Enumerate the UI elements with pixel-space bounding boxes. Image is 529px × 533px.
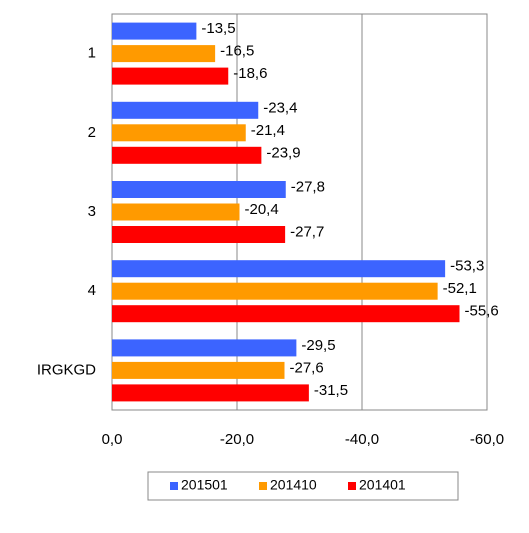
legend-label: 201501: [181, 477, 228, 493]
bar: [112, 260, 446, 278]
data-label: -21,4: [251, 122, 285, 139]
bar: [112, 22, 197, 40]
data-label: -18,6: [233, 65, 267, 82]
y-tick-label: 3: [88, 203, 96, 220]
bar: [112, 146, 262, 164]
legend-label: 201410: [270, 477, 317, 493]
y-tick-label: 1: [88, 45, 96, 62]
x-tick-label: -20,0: [220, 431, 254, 448]
y-tick-label: 2: [88, 124, 96, 141]
bar: [112, 282, 438, 300]
data-label: -27,7: [290, 223, 324, 240]
bar: [112, 203, 240, 221]
data-label: -55,6: [465, 303, 499, 320]
data-label: -13,5: [201, 20, 235, 37]
y-tick-label: 4: [88, 282, 96, 299]
bar: [112, 305, 460, 323]
data-label: -53,3: [450, 258, 484, 275]
data-label: -27,8: [291, 178, 325, 195]
bar: [112, 45, 216, 63]
legend-swatch: [170, 482, 178, 490]
x-tick-label: -60,0: [470, 431, 504, 448]
bar: [112, 124, 246, 142]
legend-box: [147, 471, 459, 501]
bar: [112, 339, 297, 357]
data-label: -16,5: [220, 43, 254, 60]
bar: [112, 101, 259, 119]
legend-swatch: [259, 482, 267, 490]
bar: [112, 67, 229, 85]
data-label: -27,6: [290, 359, 324, 376]
x-tick-label: -40,0: [345, 431, 379, 448]
data-label: -23,4: [263, 99, 297, 116]
legend-swatch: [348, 482, 356, 490]
y-tick-label: IRGKGD: [37, 361, 96, 378]
bar: [112, 361, 285, 379]
bar: [112, 226, 286, 243]
bar: [112, 181, 286, 198]
data-label: -52,1: [443, 280, 477, 297]
bar: [112, 384, 309, 402]
data-label: -31,5: [314, 382, 348, 399]
data-label: -23,9: [266, 144, 300, 161]
legend-label: 201401: [359, 477, 406, 493]
x-tick-label: 0,0: [102, 431, 123, 448]
data-label: -20,4: [245, 201, 279, 218]
data-label: -29,5: [301, 337, 335, 354]
